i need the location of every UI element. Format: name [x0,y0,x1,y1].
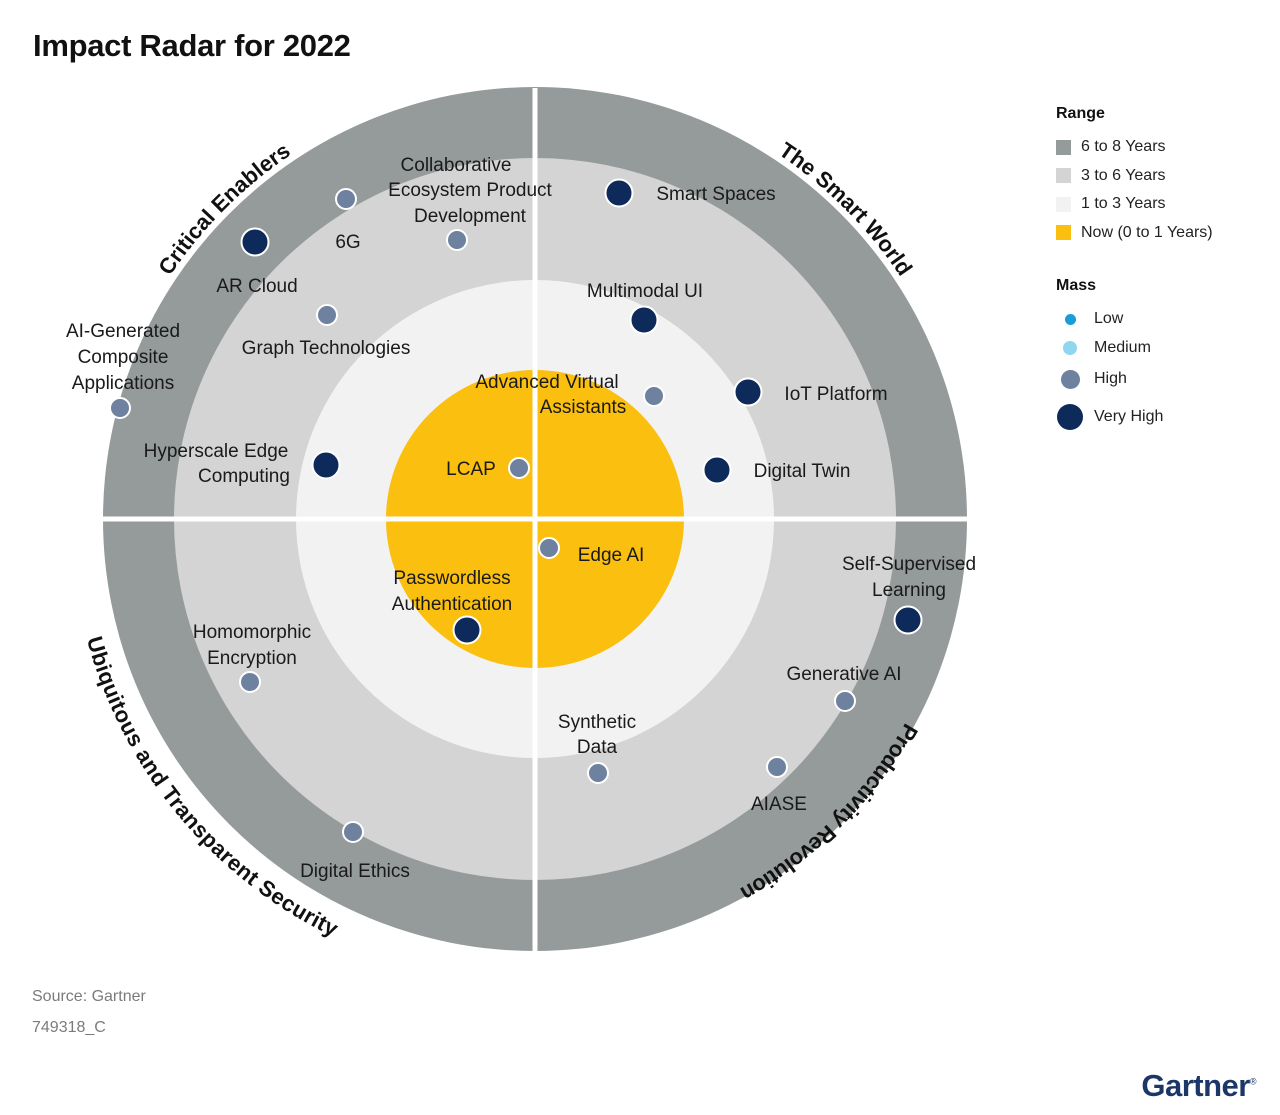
mass-dot-very-high [1057,404,1083,430]
label-ai-generated-composite-applications: AI-Generated Composite Applications [66,321,180,394]
label-lcap: LCAP [446,459,496,480]
legend-range-item: 3 to 6 Years [1056,162,1276,191]
legend-range-label: 1 to 3 Years [1081,195,1166,213]
mass-dot-high [1060,369,1080,389]
label-iot-platform: IoT Platform [784,384,887,405]
point-generative-ai [834,690,856,712]
point-6g [335,188,357,210]
legend-mass-label: Very High [1094,408,1164,425]
label-graph-technologies: Graph Technologies [242,338,411,359]
legend-mass-item: Medium [1056,334,1276,363]
legend-range-label: 3 to 6 Years [1081,166,1166,184]
source-note: Source: Gartner [32,988,146,1005]
point-multimodal-ui [629,305,659,335]
label-ar-cloud: AR Cloud [216,276,297,297]
point-self-supervised-learning [893,605,923,635]
label-advanced-virtual-assistants: Advanced Virtual Assistants [475,372,626,418]
label-digital-twin: Digital Twin [754,461,851,482]
label-smart-spaces: Smart Spaces [656,184,775,205]
label-hyperscale-edge-computing: Hyperscale Edge Computing [144,441,290,487]
range-swatch-6-8 [1056,139,1071,155]
point-edge-ai [538,537,560,559]
legend-mass-item: Low [1056,305,1276,334]
point-smart-spaces [604,178,634,208]
legend-range-item: 6 to 8 Years [1056,133,1276,162]
label-multimodal-ui: Multimodal UI [587,281,703,302]
point-homomorphic-encryption [239,671,261,693]
legend-range-label: Now (0 to 1 Years) [1081,223,1213,241]
mass-dot-medium [1063,340,1077,355]
range-swatch-1-3 [1056,196,1071,212]
point-graph-technologies [316,304,338,326]
label-passwordless-authentication: Passwordless Authentication [392,568,512,615]
legend-range-title: Range [1056,105,1105,122]
page-title: Impact Radar for 2022 [33,28,351,63]
legend-mass-item: Very High [1056,396,1276,438]
legend-range-item: Now (0 to 1 Years) [1056,219,1276,248]
legend-range-label: 6 to 8 Years [1081,138,1166,156]
technology-points [109,178,923,843]
point-passwordless-authentication [452,615,482,645]
label-edge-ai: Edge AI [578,545,645,566]
label-collaborative-ecosystem-product-development: Collaborative Ecosystem Product Developmen… [388,155,552,227]
figure-code: 749318_C [32,1019,106,1036]
legend-range-item: 1 to 3 Years [1056,190,1276,219]
technology-labels: LCAP Hyperscale Edge Computing Graph Techno… [66,155,976,882]
point-ai-generated-composite-applications [109,397,131,419]
point-collaborative-ecosystem-product-development [446,229,468,251]
legend-mass-title: Mass [1056,277,1097,294]
label-digital-ethics: Digital Ethics [300,861,410,882]
impact-radar-chart: Critical Enablers The Smart World Produc… [66,87,976,952]
point-digital-ethics [342,821,364,843]
point-advanced-virtual-assistants [643,385,665,407]
point-hyperscale-edge-computing [311,450,341,480]
label-self-supervised-learning: Self-Supervised Learning [842,554,976,601]
range-swatch-3-6 [1056,168,1071,184]
label-generative-ai: Generative AI [786,664,901,685]
point-iot-platform [733,377,763,407]
label-homomorphic-encryption: Homomorphic Encryption [193,622,311,669]
label-synthetic-data: Synthetic Data [558,712,636,758]
range-swatch-now [1056,225,1071,241]
label-6g: 6G [335,232,360,253]
point-digital-twin [702,455,732,485]
point-synthetic-data [587,762,609,784]
point-ar-cloud [240,227,270,257]
legend-mass-item: High [1056,362,1276,396]
quadrant-dividers [100,88,970,952]
legend-mass-label: Medium [1094,338,1151,356]
label-aiase: AIASE [751,794,807,815]
legend-mass-label: High [1094,370,1127,387]
point-lcap [508,457,530,479]
legend: Range 6 to 8 Years 3 to 6 Years 1 to 3 Y… [1056,105,1276,438]
legend-mass-label: Low [1094,310,1124,328]
point-aiase [766,756,788,778]
gartner-logo: Gartner® [1141,1068,1256,1103]
mass-dot-low [1064,313,1076,325]
